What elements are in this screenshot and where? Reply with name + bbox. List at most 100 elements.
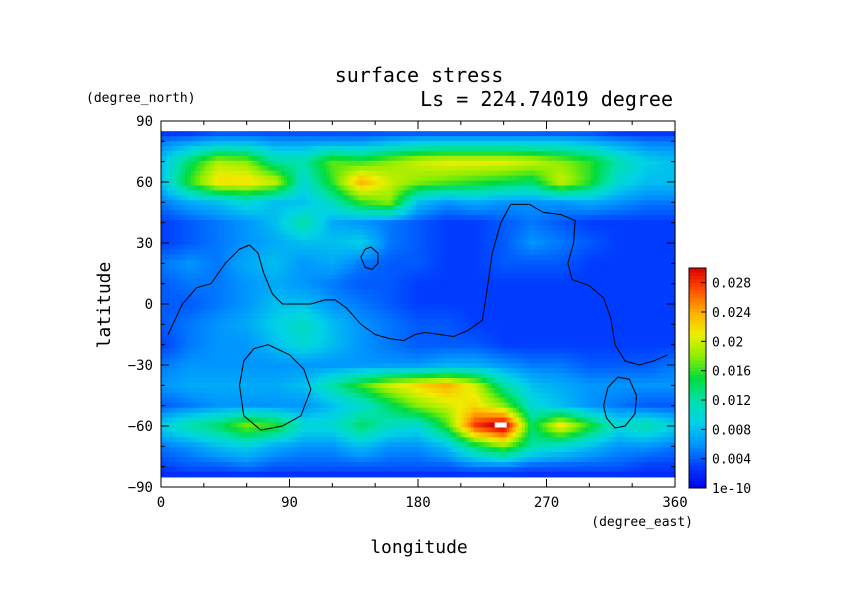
heatmap-cell (464, 180, 469, 187)
heatmap-cell (185, 160, 189, 167)
heatmap-cell (458, 200, 463, 206)
heatmap-cell (638, 131, 643, 137)
heatmap-cell (308, 145, 312, 152)
heatmap-cell (620, 165, 625, 172)
heatmap-cell (638, 200, 643, 206)
heatmap-cell (377, 180, 382, 187)
heatmap-cell (320, 150, 324, 157)
heatmap-cell (557, 165, 562, 172)
heatmap-cell (521, 136, 526, 142)
heatmap-cell (425, 150, 430, 157)
heatmap-cell (245, 131, 249, 137)
heatmap-cell (317, 155, 321, 162)
heatmap-cell (236, 170, 240, 177)
heatmap-cell (170, 150, 174, 157)
heatmap-cell (578, 141, 583, 147)
heatmap-cell (584, 150, 589, 157)
heatmap-cell (641, 185, 646, 192)
heatmap-cell (473, 150, 478, 157)
heatmap-cell (611, 190, 616, 196)
heatmap-cell (167, 170, 171, 177)
heatmap-cell (629, 215, 634, 221)
heatmap-cell (383, 165, 388, 172)
heatmap-cell (365, 141, 370, 147)
heatmap-cell (380, 165, 385, 172)
heatmap-cell (593, 205, 598, 211)
heatmap-cell (329, 185, 333, 192)
heatmap-cell (473, 165, 478, 172)
heatmap-cell (437, 131, 442, 137)
heatmap-cell (335, 141, 339, 147)
heatmap-cell (644, 205, 649, 211)
heatmap-cell (542, 155, 547, 162)
heatmap-cell (440, 185, 445, 192)
heatmap-cell (344, 145, 348, 152)
heatmap-cell (608, 215, 613, 221)
heatmap-cell (515, 215, 520, 221)
heatmap-cell (530, 200, 535, 206)
heatmap-cell (560, 170, 565, 177)
heatmap-cell (572, 210, 577, 216)
heatmap-cell (401, 175, 406, 182)
heatmap-cell (560, 175, 565, 182)
heatmap-cell (257, 150, 261, 157)
heatmap-cell (221, 195, 225, 201)
heatmap-cell (569, 185, 574, 192)
heatmap-cell (254, 150, 258, 157)
heatmap-cell (620, 131, 625, 137)
heatmap-cell (632, 170, 637, 177)
heatmap-cell (218, 210, 222, 216)
heatmap-cell (254, 195, 258, 201)
heatmap-cell (539, 195, 544, 201)
heatmap-cell (629, 145, 634, 152)
heatmap-cell (524, 155, 529, 162)
heatmap-cell (233, 200, 237, 206)
heatmap-cell (362, 200, 366, 206)
heatmap-cell (362, 210, 366, 216)
heatmap-cell (224, 175, 228, 182)
heatmap-cell (524, 210, 529, 216)
heatmap-cell (287, 180, 291, 187)
heatmap-cell (284, 155, 288, 162)
heatmap-cell (497, 141, 502, 147)
heatmap-cell (530, 160, 535, 167)
heatmap-cell (266, 205, 270, 211)
heatmap-cell (179, 141, 183, 147)
heatmap-cell (350, 180, 354, 187)
heatmap-cell (395, 215, 400, 221)
heatmap-cell (287, 210, 291, 216)
heatmap-cell (329, 200, 333, 206)
heatmap-cell (236, 131, 240, 137)
heatmap-cell (422, 175, 427, 182)
heatmap-cell (611, 175, 616, 182)
heatmap-cell (335, 195, 339, 201)
heatmap-cell (584, 210, 589, 216)
heatmap-cell (401, 210, 406, 216)
heatmap-cell (224, 180, 228, 187)
heatmap-cell (221, 180, 225, 187)
heatmap-cell (617, 195, 622, 201)
heatmap-cell (542, 131, 547, 137)
heatmap-cell (482, 141, 487, 147)
heatmap-cell (335, 175, 339, 182)
heatmap-cell (299, 195, 303, 201)
heatmap-cell (569, 131, 574, 137)
heatmap-cell (419, 131, 424, 137)
heatmap-cell (605, 145, 610, 152)
heatmap-cell (599, 195, 604, 201)
heatmap-cell (566, 155, 571, 162)
heatmap-cell (356, 170, 360, 177)
heatmap-cell (545, 136, 550, 142)
heatmap-cell (227, 185, 231, 192)
heatmap-cell (518, 215, 523, 221)
heatmap-cell (626, 190, 631, 196)
heatmap-cell (221, 136, 225, 142)
heatmap-cell (431, 141, 436, 147)
heatmap-cell (308, 215, 312, 221)
heatmap-cell (419, 195, 424, 201)
heatmap-cell (317, 200, 321, 206)
heatmap-cell (497, 185, 502, 192)
heatmap-cell (656, 170, 661, 177)
heatmap-cell (626, 170, 631, 177)
heatmap-cell (497, 175, 502, 182)
